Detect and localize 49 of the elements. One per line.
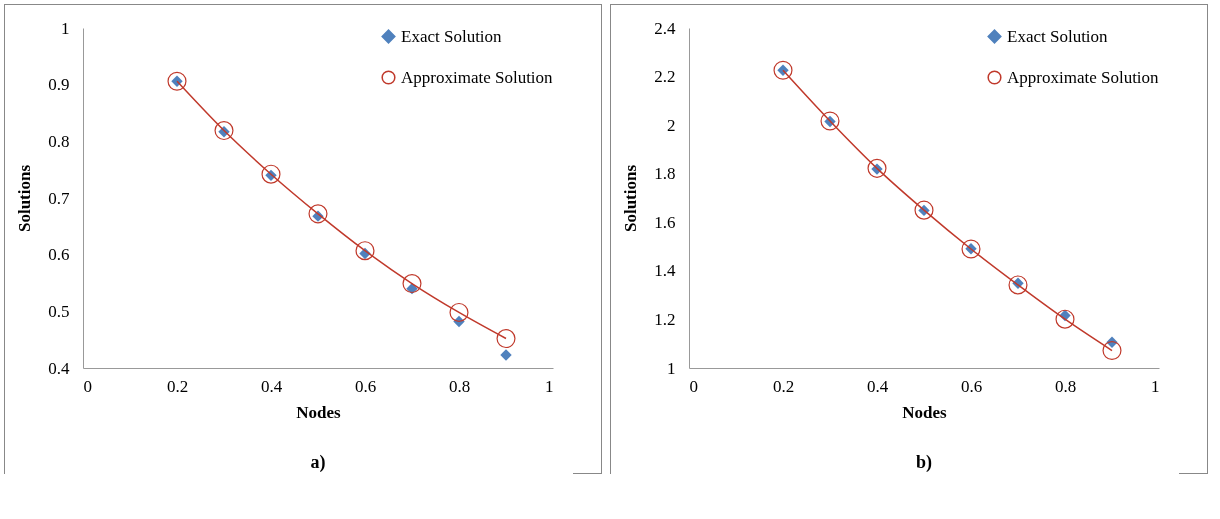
x-axis-title: Nodes <box>902 402 948 422</box>
point <box>500 349 512 361</box>
y-axis-title: Solutions <box>621 164 641 233</box>
point <box>1102 340 1122 361</box>
x-tick-label: 0.2 <box>166 376 189 396</box>
y-tick-label: 2 <box>667 115 676 135</box>
x-tick-label: 0.4 <box>866 376 889 396</box>
y-tick-label: 1 <box>667 358 676 378</box>
x-tick-label: 0 <box>83 376 92 396</box>
y-tick-label: 1 <box>61 18 70 38</box>
y-tick-label: 1.2 <box>654 309 676 329</box>
point <box>449 302 469 322</box>
x-tick-label: 1 <box>1151 376 1160 396</box>
y-tick-label: 0.4 <box>48 358 70 378</box>
point <box>496 329 516 349</box>
text: b) <box>915 452 933 473</box>
point <box>867 158 887 178</box>
y-tick-label: 2.4 <box>654 18 676 38</box>
y-tick-label: 1.8 <box>654 164 676 184</box>
point <box>1008 275 1028 295</box>
x-axis-title: Nodes <box>296 402 342 422</box>
x-tick-label: 0.4 <box>260 376 283 396</box>
y-tick-label: 0.8 <box>48 131 70 151</box>
y-tick-label: 1.6 <box>654 212 676 232</box>
y-tick-label: 0.5 <box>48 301 70 321</box>
point <box>1055 309 1075 329</box>
x-tick-label: 1 <box>545 376 554 396</box>
x-tick-label: 0.6 <box>354 376 377 396</box>
y-tick-label: 2.2 <box>654 67 676 87</box>
x-tick-label: 0.8 <box>1054 376 1077 396</box>
y-axis-title: Solutions <box>15 164 35 233</box>
y-tick-label: 0.7 <box>48 188 70 208</box>
text: a) <box>310 452 326 473</box>
y-tick-label: 1.4 <box>654 261 676 281</box>
point <box>214 121 234 141</box>
legend-label: Approximate Solution <box>1007 67 1160 87</box>
x-tick-label: 0.8 <box>448 376 471 396</box>
legend-label: Approximate Solution <box>401 67 554 87</box>
x-tick-label: 0 <box>689 376 698 396</box>
point <box>402 274 422 294</box>
point <box>261 164 281 184</box>
x-tick-label: 0.6 <box>960 376 983 396</box>
point <box>355 241 375 261</box>
legend-label: Exact Solution <box>401 26 503 46</box>
y-tick-label: 0.9 <box>48 75 70 95</box>
legend-label: Exact Solution <box>1007 26 1109 46</box>
x-tick-label: 0.2 <box>772 376 795 396</box>
point <box>308 204 328 224</box>
y-tick-label: 0.6 <box>48 245 70 265</box>
